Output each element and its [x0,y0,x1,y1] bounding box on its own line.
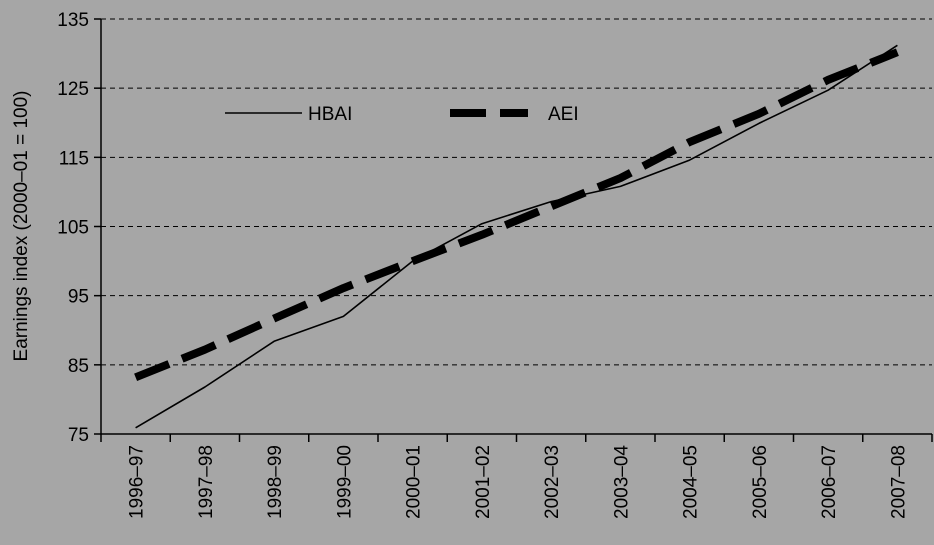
legend-label-hbai: HBAI [308,104,352,125]
x-tick-label-0: 1996–97 [127,445,148,519]
x-tick-label-1: 1997–98 [196,445,217,519]
x-tick-label-8: 2004–05 [681,445,702,519]
series-line-aei [134,48,899,382]
y-tick-label-105: 105 [57,218,89,239]
x-tick-label-2: 1998–99 [265,445,286,519]
y-tick-label-125: 125 [57,79,89,100]
x-tick-label-7: 2003–04 [611,445,632,519]
x-tick-label-3: 1999–00 [334,445,355,519]
y-axis-title: Earnings index (2000–01 = 100) [11,91,32,362]
legend: HBAI AEI [225,104,579,125]
y-tick-label-115: 115 [59,148,89,169]
y-tick-label-135: 135 [57,10,89,31]
y-tick-label-85: 85 [68,356,89,377]
y-tick-label-95: 95 [68,287,89,308]
x-tick-label-5: 2001–02 [473,445,494,519]
legend-label-aei: AEI [548,104,579,125]
x-tick-label-4: 2000–01 [404,445,425,519]
gridlines [101,18,932,366]
x-tick-label-9: 2005–06 [750,445,771,519]
y-tick-label-75: 75 [68,425,89,446]
axes: 75 85 95 105 115 125 135 1996–97 1997–98 1998–99 1… [57,10,933,519]
series-lines [134,44,899,429]
series-line-hbai [135,44,898,429]
x-tick-label-6: 2002–03 [542,445,563,519]
x-tick-label-10: 2006–07 [819,445,840,519]
x-tick-label-11: 2007–08 [888,445,909,519]
